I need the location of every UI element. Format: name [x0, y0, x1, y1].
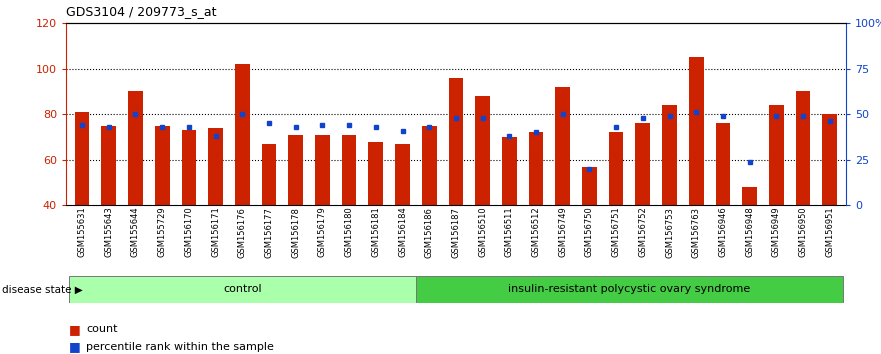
Bar: [69, 276, 416, 303]
Bar: [342, 135, 357, 205]
Text: ■: ■: [69, 323, 80, 336]
Bar: [155, 126, 169, 205]
Bar: [448, 78, 463, 205]
Text: ■: ■: [69, 341, 80, 353]
Bar: [769, 105, 784, 205]
Bar: [743, 187, 757, 205]
Text: control: control: [223, 284, 262, 295]
Text: percentile rank within the sample: percentile rank within the sample: [86, 342, 274, 352]
Bar: [368, 142, 383, 205]
Text: disease state ▶: disease state ▶: [2, 285, 83, 295]
Bar: [609, 132, 624, 205]
Bar: [262, 144, 277, 205]
Text: GDS3104 / 209773_s_at: GDS3104 / 209773_s_at: [66, 5, 217, 18]
Bar: [128, 91, 143, 205]
Bar: [181, 130, 196, 205]
Bar: [582, 167, 596, 205]
Bar: [422, 126, 437, 205]
Text: count: count: [86, 324, 118, 334]
Bar: [475, 96, 490, 205]
Bar: [315, 135, 329, 205]
Bar: [75, 112, 90, 205]
Bar: [208, 128, 223, 205]
Bar: [502, 137, 516, 205]
Bar: [689, 57, 704, 205]
Bar: [416, 276, 843, 303]
Bar: [288, 135, 303, 205]
Bar: [529, 132, 544, 205]
Bar: [396, 144, 410, 205]
Bar: [635, 123, 650, 205]
Bar: [796, 91, 811, 205]
Bar: [555, 87, 570, 205]
Text: insulin-resistant polycystic ovary syndrome: insulin-resistant polycystic ovary syndr…: [508, 284, 751, 295]
Bar: [101, 126, 116, 205]
Bar: [822, 114, 837, 205]
Bar: [235, 64, 249, 205]
Bar: [663, 105, 677, 205]
Bar: [715, 123, 730, 205]
